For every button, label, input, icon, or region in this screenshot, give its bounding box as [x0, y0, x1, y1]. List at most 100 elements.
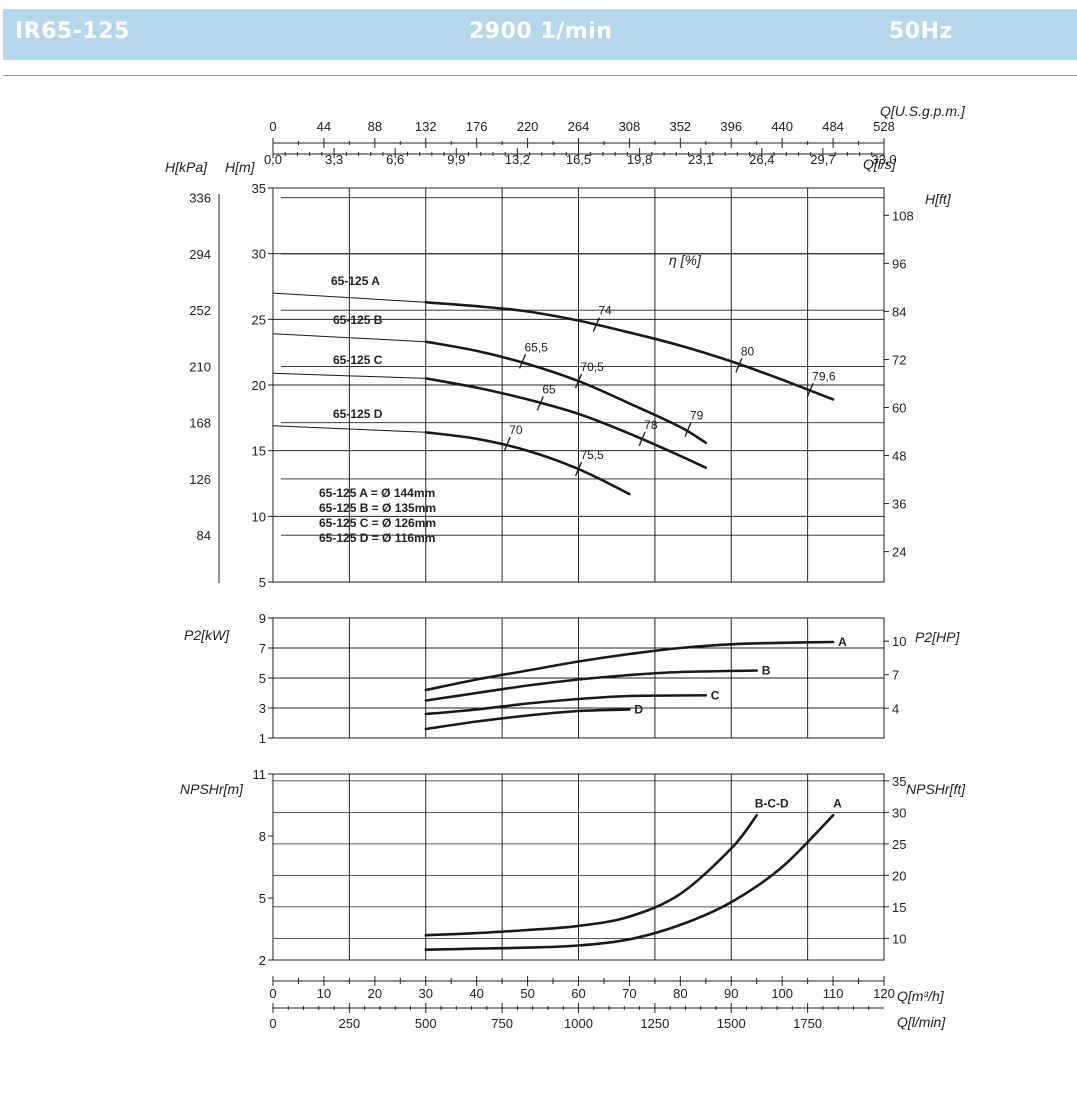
npsh-curve [424, 814, 835, 951]
npsh-ft-tick-label: 10 [892, 931, 906, 946]
m3h-tick-label: 120 [873, 986, 895, 1001]
efficiency-label: 79,6 [812, 369, 836, 383]
head-curve-label: 65-125 B [333, 313, 383, 327]
ft-tick-label: 96 [892, 256, 906, 271]
efficiency-label: 78 [644, 418, 658, 432]
npsh-m-tick-label: 11 [253, 767, 267, 782]
npsh-curve-label: B-C-D [755, 796, 789, 810]
kpa-tick-label: 84 [197, 528, 211, 543]
head-curve [424, 301, 835, 401]
usgpm-tick-label: 176 [466, 119, 488, 134]
head-curve-shutoff [272, 292, 426, 303]
p2-hp-tick-label: 7 [892, 668, 899, 683]
npsh-curve [424, 814, 758, 937]
h-m-tick-label: 20 [252, 378, 266, 393]
npsh-ft-tick-label: 35 [892, 774, 906, 789]
m3h-tick-label: 0 [269, 986, 276, 1001]
unit-npsh-ft: NPSHr[ft] [906, 781, 966, 797]
p2-kw-tick-label: 9 [259, 611, 266, 626]
m3h-tick-label: 20 [368, 986, 382, 1001]
head-curve [424, 340, 708, 445]
unit-npsh-m: NPSHr[m] [180, 781, 244, 797]
npsh-ft-tick-label: 20 [892, 868, 906, 883]
legend-line-b: 65-125 B = Ø 135mm [319, 501, 436, 515]
m3h-tick-label: 110 [823, 986, 844, 1001]
ls-tick-label: 26,4 [749, 152, 774, 167]
ft-tick-label: 36 [892, 497, 906, 512]
efficiency-tick [638, 431, 646, 447]
efficiency-label: 65 [542, 382, 556, 396]
p2-kw-tick-label: 3 [259, 701, 266, 716]
p2-hp-tick-label: 10 [892, 634, 906, 649]
m3h-tick-label: 100 [771, 986, 793, 1001]
ls-tick-label: 13,2 [505, 152, 530, 167]
lmin-tick-label: 250 [339, 1016, 361, 1031]
head-curve-label: 65-125 A [331, 274, 380, 288]
head-curve-label: 65-125 D [333, 407, 383, 421]
ls-tick-label: 6,6 [386, 152, 404, 167]
power-curve [424, 694, 708, 716]
lmin-tick-label: 1500 [717, 1016, 746, 1031]
legend-line-d: 65-125 D = Ø 116mm [319, 531, 435, 545]
m3h-tick-label: 50 [520, 986, 534, 1001]
efficiency-label: 70 [509, 423, 523, 437]
m3h-tick-label: 40 [469, 986, 483, 1001]
h-m-tick-label: 25 [252, 312, 266, 327]
lmin-tick-label: 1000 [564, 1016, 593, 1031]
efficiency-tick [536, 396, 544, 411]
m3h-tick-label: 90 [724, 986, 738, 1001]
usgpm-tick-label: 220 [517, 119, 539, 134]
efficiency-tick [574, 461, 583, 477]
h-m-tick-label: 35 [252, 181, 266, 196]
ft-tick-label: 108 [892, 208, 914, 223]
ft-tick-label: 84 [892, 304, 906, 319]
ls-tick-label: 33,0 [871, 152, 896, 167]
power-curve-label: B [762, 664, 771, 678]
usgpm-tick-label: 308 [619, 119, 641, 134]
unit-h-kpa: H[kPa] [165, 159, 208, 175]
head-curve-shutoff [272, 333, 426, 343]
legend-line-c: 65-125 C = Ø 126mm [319, 516, 436, 530]
ls-tick-label: 9,9 [447, 152, 465, 167]
kpa-tick-label: 336 [189, 191, 211, 206]
npsh-ft-tick-label: 30 [892, 805, 906, 820]
usgpm-tick-label: 528 [873, 119, 895, 134]
m3h-tick-label: 80 [673, 986, 687, 1001]
kpa-tick-label: 126 [189, 472, 211, 487]
ft-tick-label: 60 [892, 400, 906, 415]
efficiency-tick [574, 373, 583, 389]
usgpm-tick-label: 44 [317, 119, 331, 134]
h-m-tick-label: 5 [259, 575, 266, 590]
head-curve [424, 377, 708, 469]
efficiency-tick [735, 358, 743, 373]
power-curve [424, 669, 758, 702]
lmin-tick-label: 750 [491, 1016, 513, 1031]
unit-h-m: H[m] [225, 159, 256, 175]
usgpm-tick-label: 0 [269, 119, 276, 134]
power-curve-label: A [838, 635, 847, 649]
p2-kw-tick-label: 7 [259, 641, 266, 656]
unit-p2-kw: P2[kW] [184, 627, 230, 643]
pump-model-title: IR65-125 [15, 19, 130, 44]
efficiency-label: 79 [690, 409, 704, 423]
h-m-tick-label: 10 [252, 509, 266, 524]
usgpm-tick-label: 132 [415, 119, 437, 134]
usgpm-tick-label: 88 [368, 119, 382, 134]
efficiency-label: 65,5 [524, 340, 548, 354]
efficiency-tick [684, 422, 692, 437]
ls-tick-label: 23,1 [688, 152, 713, 167]
head-curve-shutoff [272, 425, 426, 433]
ft-tick-label: 24 [892, 545, 906, 560]
head-curve-label: 65-125 C [333, 353, 383, 367]
efficiency-tick [592, 317, 600, 332]
efficiency-tick [503, 436, 511, 452]
h-m-tick-label: 15 [252, 444, 266, 459]
kpa-tick-label: 210 [189, 359, 211, 374]
head-curve [424, 431, 631, 496]
ls-tick-label: 3,3 [325, 152, 343, 167]
npsh-m-tick-label: 8 [259, 829, 266, 844]
npsh-m-tick-label: 2 [259, 953, 266, 968]
header-bar: IR65-125 2900 1/min 50Hz [3, 9, 1077, 60]
efficiency-tick [806, 382, 814, 398]
usgpm-tick-label: 396 [720, 119, 742, 134]
